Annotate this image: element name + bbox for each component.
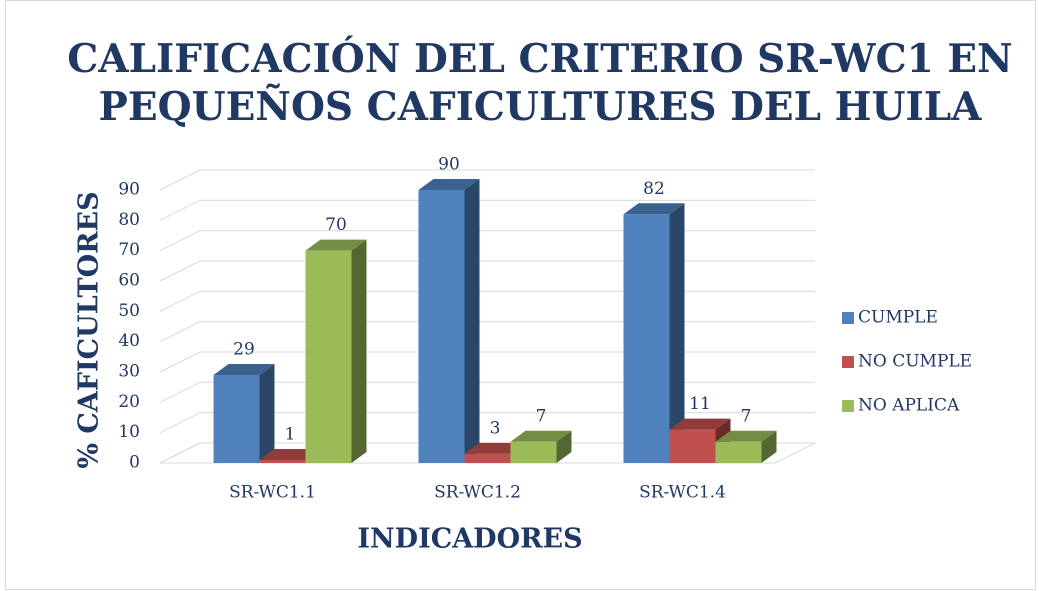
- x-tick-label: SR-WC1.4: [639, 483, 726, 503]
- legend-label: NO APLICA: [858, 396, 960, 416]
- bar-side: [259, 364, 275, 463]
- legend-label: CUMPLE: [858, 308, 938, 328]
- data-label: 7: [536, 406, 547, 426]
- bar: [305, 250, 352, 463]
- y-tick-label: 80: [118, 210, 140, 230]
- data-label: 90: [438, 155, 460, 175]
- bar-top: [213, 364, 275, 376]
- y-tick-label: 90: [118, 180, 140, 200]
- bar-top: [715, 430, 777, 442]
- bar-side: [351, 239, 367, 463]
- grid-line: [159, 290, 815, 312]
- bar-top: [669, 418, 731, 430]
- bar-side: [556, 430, 572, 463]
- bar-top: [418, 179, 480, 190]
- x-tick-label: SR-WC1.1: [229, 483, 316, 503]
- y-tick-label: 60: [118, 271, 140, 291]
- bar: [510, 441, 557, 463]
- bar-top: [259, 448, 321, 460]
- bar-top: [305, 239, 367, 251]
- grid-line: [159, 321, 815, 343]
- bar-side: [464, 179, 480, 463]
- y-tick-label: 50: [118, 301, 140, 321]
- bar-top: [623, 203, 685, 215]
- y-tick-label: 30: [118, 362, 140, 382]
- y-tick-label: 10: [118, 422, 140, 442]
- grid-line: [159, 351, 815, 373]
- x-tick-label: SR-WC1.2: [434, 483, 521, 503]
- legend-label: NO CUMPLE: [858, 352, 972, 372]
- y-tick-label: 70: [118, 240, 140, 260]
- bar-top: [510, 430, 572, 442]
- bar: [623, 214, 670, 463]
- bar: [669, 429, 716, 463]
- grid-line: [159, 442, 815, 464]
- legend-swatch: [842, 356, 854, 368]
- data-label: 7: [741, 406, 752, 426]
- y-tick-label: 20: [118, 392, 140, 412]
- grid-line: [159, 260, 815, 282]
- data-label: 82: [643, 179, 665, 199]
- bar: [464, 453, 511, 463]
- bar: [213, 375, 260, 463]
- grid-line: [159, 199, 815, 221]
- bar-side: [761, 430, 777, 463]
- y-tick-label: 0: [129, 453, 140, 473]
- data-label: 1: [285, 424, 296, 444]
- legend-swatch: [842, 400, 854, 412]
- bar: [715, 441, 762, 463]
- grid-line: [159, 412, 815, 434]
- x-axis-title: INDICADORES: [357, 524, 582, 555]
- data-label: 70: [325, 215, 347, 235]
- grid-line: [159, 230, 815, 252]
- data-label: 3: [490, 418, 501, 438]
- y-axis-title: % CAFICULTORES: [74, 191, 105, 468]
- bar: [418, 190, 465, 463]
- grid-line: [159, 381, 815, 403]
- legend-swatch: [842, 312, 854, 324]
- bar-top: [464, 442, 526, 454]
- bar-side: [669, 203, 685, 463]
- bar: [259, 459, 306, 463]
- y-tick-label: 40: [118, 331, 140, 351]
- frame: [5, 0, 1036, 590]
- data-label: 29: [233, 340, 255, 360]
- data-label: 11: [689, 394, 711, 414]
- chart-title: CALIFICACIÓN DEL CRITERIO SR-WC1 EN PEQUE…: [67, 35, 1012, 130]
- grid-line: [159, 169, 815, 191]
